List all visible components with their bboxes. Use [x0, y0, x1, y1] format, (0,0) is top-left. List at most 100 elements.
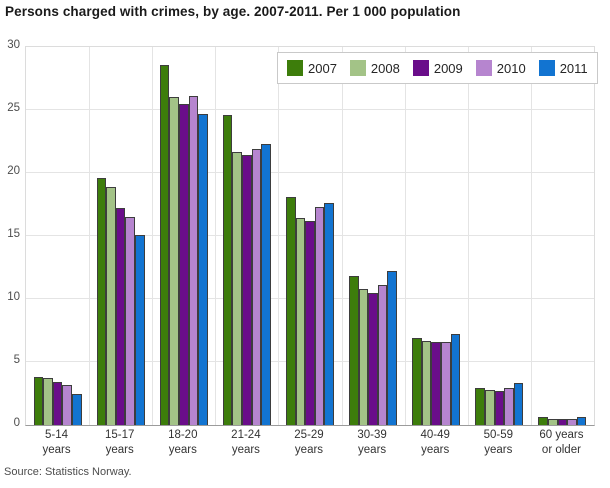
bar-2008-15-17: [106, 186, 116, 425]
source-note: Source: Statistics Norway.: [4, 466, 132, 478]
gridline-v-1: [89, 47, 91, 425]
y-tick-10: 10: [7, 291, 20, 303]
bar-2007-40-49: [412, 338, 422, 425]
bar-2007-60 years: [538, 417, 549, 425]
y-tick-30: 30: [7, 39, 20, 51]
bar-group-21-24: [215, 47, 278, 425]
bar-2008-5-14: [43, 378, 53, 425]
bar-groups: [26, 47, 594, 425]
bar-2010-18-20: [188, 96, 199, 425]
legend-swatch-2009: [412, 60, 429, 76]
gridline-v-7: [467, 47, 469, 425]
bar-2007-15-17: [96, 178, 107, 425]
bar-2010-60 years: [567, 418, 577, 425]
legend-swatch-2010: [475, 60, 492, 76]
plot-area: [25, 46, 595, 426]
bar-2010-50-59: [504, 388, 514, 425]
bar-2009-25-29: [305, 220, 315, 425]
bar-2008-18-20: [169, 97, 179, 425]
y-tick-5: 5: [13, 354, 20, 366]
bar-2010-30-39: [377, 285, 388, 425]
bar-2008-21-24: [232, 151, 243, 425]
legend-swatch-2011: [538, 60, 555, 76]
bar-2007-50-59: [475, 388, 485, 425]
legend: 2007 2008 2009 2010 2011: [277, 52, 598, 84]
bar-2009-21-24: [242, 155, 252, 425]
bar-2009-18-20: [178, 103, 189, 425]
bar-2011-25-29: [324, 203, 334, 425]
legend-item-2008: 2008: [349, 60, 400, 76]
bar-2009-40-49: [431, 341, 441, 425]
bar-2011-18-20: [198, 113, 208, 425]
bar-2007-25-29: [286, 196, 296, 425]
gridline-v-5: [341, 47, 343, 425]
bar-2011-30-39: [387, 271, 398, 425]
legend-item-2011: 2011: [538, 60, 588, 76]
legend-swatch-2007: [287, 60, 303, 76]
legend-label-2010: 2010: [496, 60, 526, 76]
bar-group-25-29: [278, 47, 341, 425]
gridline-h-20: [26, 172, 594, 173]
x-axis-labels: 5-14 years 15-17 years 18-20 years 21-24 ye…: [25, 428, 593, 458]
legend-label-2009: 2009: [433, 60, 463, 76]
legend-label-2008: 2008: [370, 60, 400, 76]
bar-group-15-17: [89, 47, 152, 425]
x-tick-15-17: 15-17 years: [104, 429, 135, 456]
bar-2011-50-59: [513, 383, 524, 425]
legend-item-2010: 2010: [475, 60, 526, 76]
bar-2010-40-49: [441, 341, 451, 425]
bar-group-40-49: [405, 47, 468, 425]
legend-swatch-2008: [349, 60, 366, 76]
bar-2010-5-14: [62, 384, 72, 425]
y-tick-15: 15: [7, 228, 20, 240]
bar-2007-18-20: [159, 64, 170, 425]
bar-2011-21-24: [261, 144, 271, 425]
gridline-v-3: [215, 47, 217, 425]
x-tick-25-29: 25-29 years: [294, 429, 324, 456]
chart-title: Persons charged with crimes, by age. 200…: [5, 4, 461, 19]
bar-2011-60 years: [576, 417, 587, 425]
x-tick-60 years: 60 years or older: [539, 429, 584, 456]
legend-label-2007: 2007: [308, 60, 337, 76]
gridline-v-2: [152, 47, 154, 425]
gridline-v-8: [530, 47, 532, 425]
x-tick-40-49: 40-49 years: [420, 429, 450, 456]
bar-2009-5-14: [52, 382, 63, 425]
bar-2011-40-49: [450, 334, 461, 425]
x-tick-30-39: 30-39 years: [357, 429, 387, 456]
bar-2009-50-59: [494, 390, 505, 425]
bar-group-60 years: [531, 47, 594, 425]
bar-group-18-20: [152, 47, 215, 425]
bar-2007-5-14: [33, 377, 44, 425]
bar-group-50-59: [468, 47, 531, 425]
bar-2010-15-17: [125, 217, 136, 425]
bar-2010-25-29: [314, 207, 325, 425]
legend-item-2007: 2007: [287, 60, 337, 76]
bar-2008-50-59: [484, 389, 495, 425]
bar-2009-60 years: [557, 418, 568, 425]
bar-2008-60 years: [548, 418, 558, 425]
bar-2007-21-24: [222, 115, 233, 425]
bar-2007-30-39: [349, 276, 359, 425]
bar-2011-15-17: [135, 234, 145, 425]
gridline-v-4: [278, 47, 280, 425]
legend-item-2009: 2009: [412, 60, 463, 76]
y-tick-0: 0: [13, 417, 20, 429]
x-tick-21-24: 21-24 years: [231, 429, 261, 456]
x-tick-18-20: 18-20 years: [168, 429, 198, 456]
y-tick-25: 25: [7, 102, 20, 114]
x-tick-50-59: 50-59 years: [483, 429, 514, 456]
legend-label-2011: 2011: [559, 60, 588, 76]
bar-2009-30-39: [368, 292, 378, 425]
bar-2009-15-17: [115, 208, 126, 425]
bar-2008-25-29: [295, 218, 306, 425]
bar-2008-30-39: [358, 288, 369, 425]
gridline-v-6: [404, 47, 406, 425]
y-tick-20: 20: [7, 165, 20, 177]
bar-2010-21-24: [251, 149, 262, 425]
bar-2008-40-49: [421, 340, 432, 425]
bar-group-5-14: [26, 47, 89, 425]
bar-group-30-39: [342, 47, 405, 425]
bar-2011-5-14: [71, 393, 82, 425]
